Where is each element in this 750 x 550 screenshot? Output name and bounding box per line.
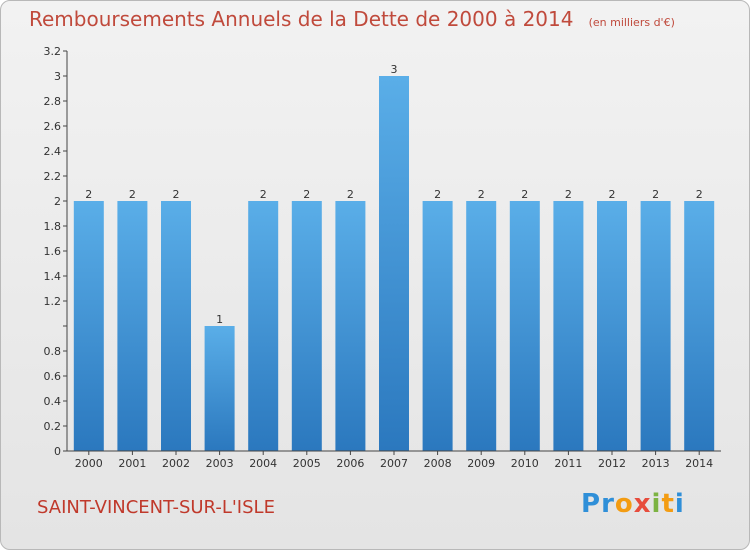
bar-value-label: 2 [565,188,572,201]
x-tick-label: 2008 [424,457,452,470]
bars-group: 2 2 2 1 2 2 2 3 2 2 2 2 2 2 2 [73,63,715,451]
bar-2010 [509,201,540,451]
y-tick-label: 3.2 [44,45,62,58]
bar-value-label: 2 [260,188,267,201]
bar-2005 [291,201,322,451]
y-tick-label: 2.6 [44,120,62,133]
x-tick-label: 2012 [598,457,626,470]
x-tick-label: 2006 [336,457,364,470]
x-tick-label: 2002 [162,457,190,470]
y-tick-label: 0.2 [44,420,62,433]
bar-value-label: 3 [391,63,398,76]
y-tick-label: 2 [54,195,61,208]
y-tick-label: 0.8 [44,345,62,358]
y-tick-label: 0.4 [44,395,62,408]
bar-2007 [379,76,409,451]
bar-value-label: 2 [652,188,659,201]
bar-2009 [466,201,497,451]
y-tick-label: 3 [54,70,61,83]
y-tick-label: 1.6 [44,245,62,258]
proxiti-logo: Proxiti [581,489,685,519]
bar-value-label: 2 [347,188,354,201]
bar-2012 [597,201,627,451]
bar-value-label: 2 [696,188,703,201]
bar-value-label: 2 [521,188,528,201]
logo-letter: P [581,489,602,519]
y-tick-label: 2.8 [44,95,62,108]
x-tick-label: 2011 [554,457,582,470]
bar-2008 [422,201,453,451]
bar-2013 [640,201,671,451]
bar-2002 [161,201,191,451]
bar-2014 [684,201,715,451]
logo-letter: t [661,489,675,519]
chart-title: Remboursements Annuels de la Dette de 20… [29,7,574,31]
bar-value-label: 2 [434,188,441,201]
bar-2006 [335,201,366,451]
bar-2001 [117,201,148,451]
bar-value-label: 2 [129,188,136,201]
bar-value-label: 2 [609,188,616,201]
x-tick-label: 2003 [206,457,234,470]
x-tick-label: 2007 [380,457,408,470]
bar-value-label: 1 [216,313,223,326]
y-tick-label: 2.2 [44,170,62,183]
title-row: Remboursements Annuels de la Dette de 20… [29,7,675,31]
bar-value-label: 2 [303,188,310,201]
logo-letter: i [674,489,685,519]
x-tick-label: 2013 [642,457,670,470]
bar-value-label: 2 [478,188,485,201]
chart-subtitle: (en milliers d'€) [588,16,675,29]
commune-name: SAINT-VINCENT-SUR-L'ISLE [37,497,275,518]
x-tick-label: 2010 [511,457,539,470]
bar-2003 [204,326,235,451]
bar-value-label: 2 [85,188,92,201]
x-tick-label: 2009 [467,457,495,470]
x-tick-label: 2014 [685,457,713,470]
y-tick-label: 1.4 [44,270,62,283]
x-tick-label: 2005 [293,457,321,470]
y-tick-label: 2.4 [44,145,62,158]
y-tick-label: 1.8 [44,220,62,233]
y-tick-label: 0.6 [44,370,62,383]
bar-2004 [248,201,279,451]
bar-2011 [553,201,584,451]
x-tick-label: 2000 [75,457,103,470]
logo-letter: i [651,489,662,519]
bar-value-label: 2 [173,188,180,201]
logo-letter: x [633,489,652,519]
axes-group: 0 0.2 0.4 0.6 0.8 1.2 1.4 1.6 1.8 2 2.2 2.4 2.6 2.8 3 3… [44,45,721,470]
bar-2000 [73,201,104,451]
y-tick-label: 0 [54,445,61,458]
logo-letter: o [614,489,634,519]
y-tick-label: 1.2 [44,295,62,308]
logo-letter: r [601,489,615,519]
x-tick-label: 2004 [249,457,277,470]
x-tick-label: 2001 [118,457,146,470]
